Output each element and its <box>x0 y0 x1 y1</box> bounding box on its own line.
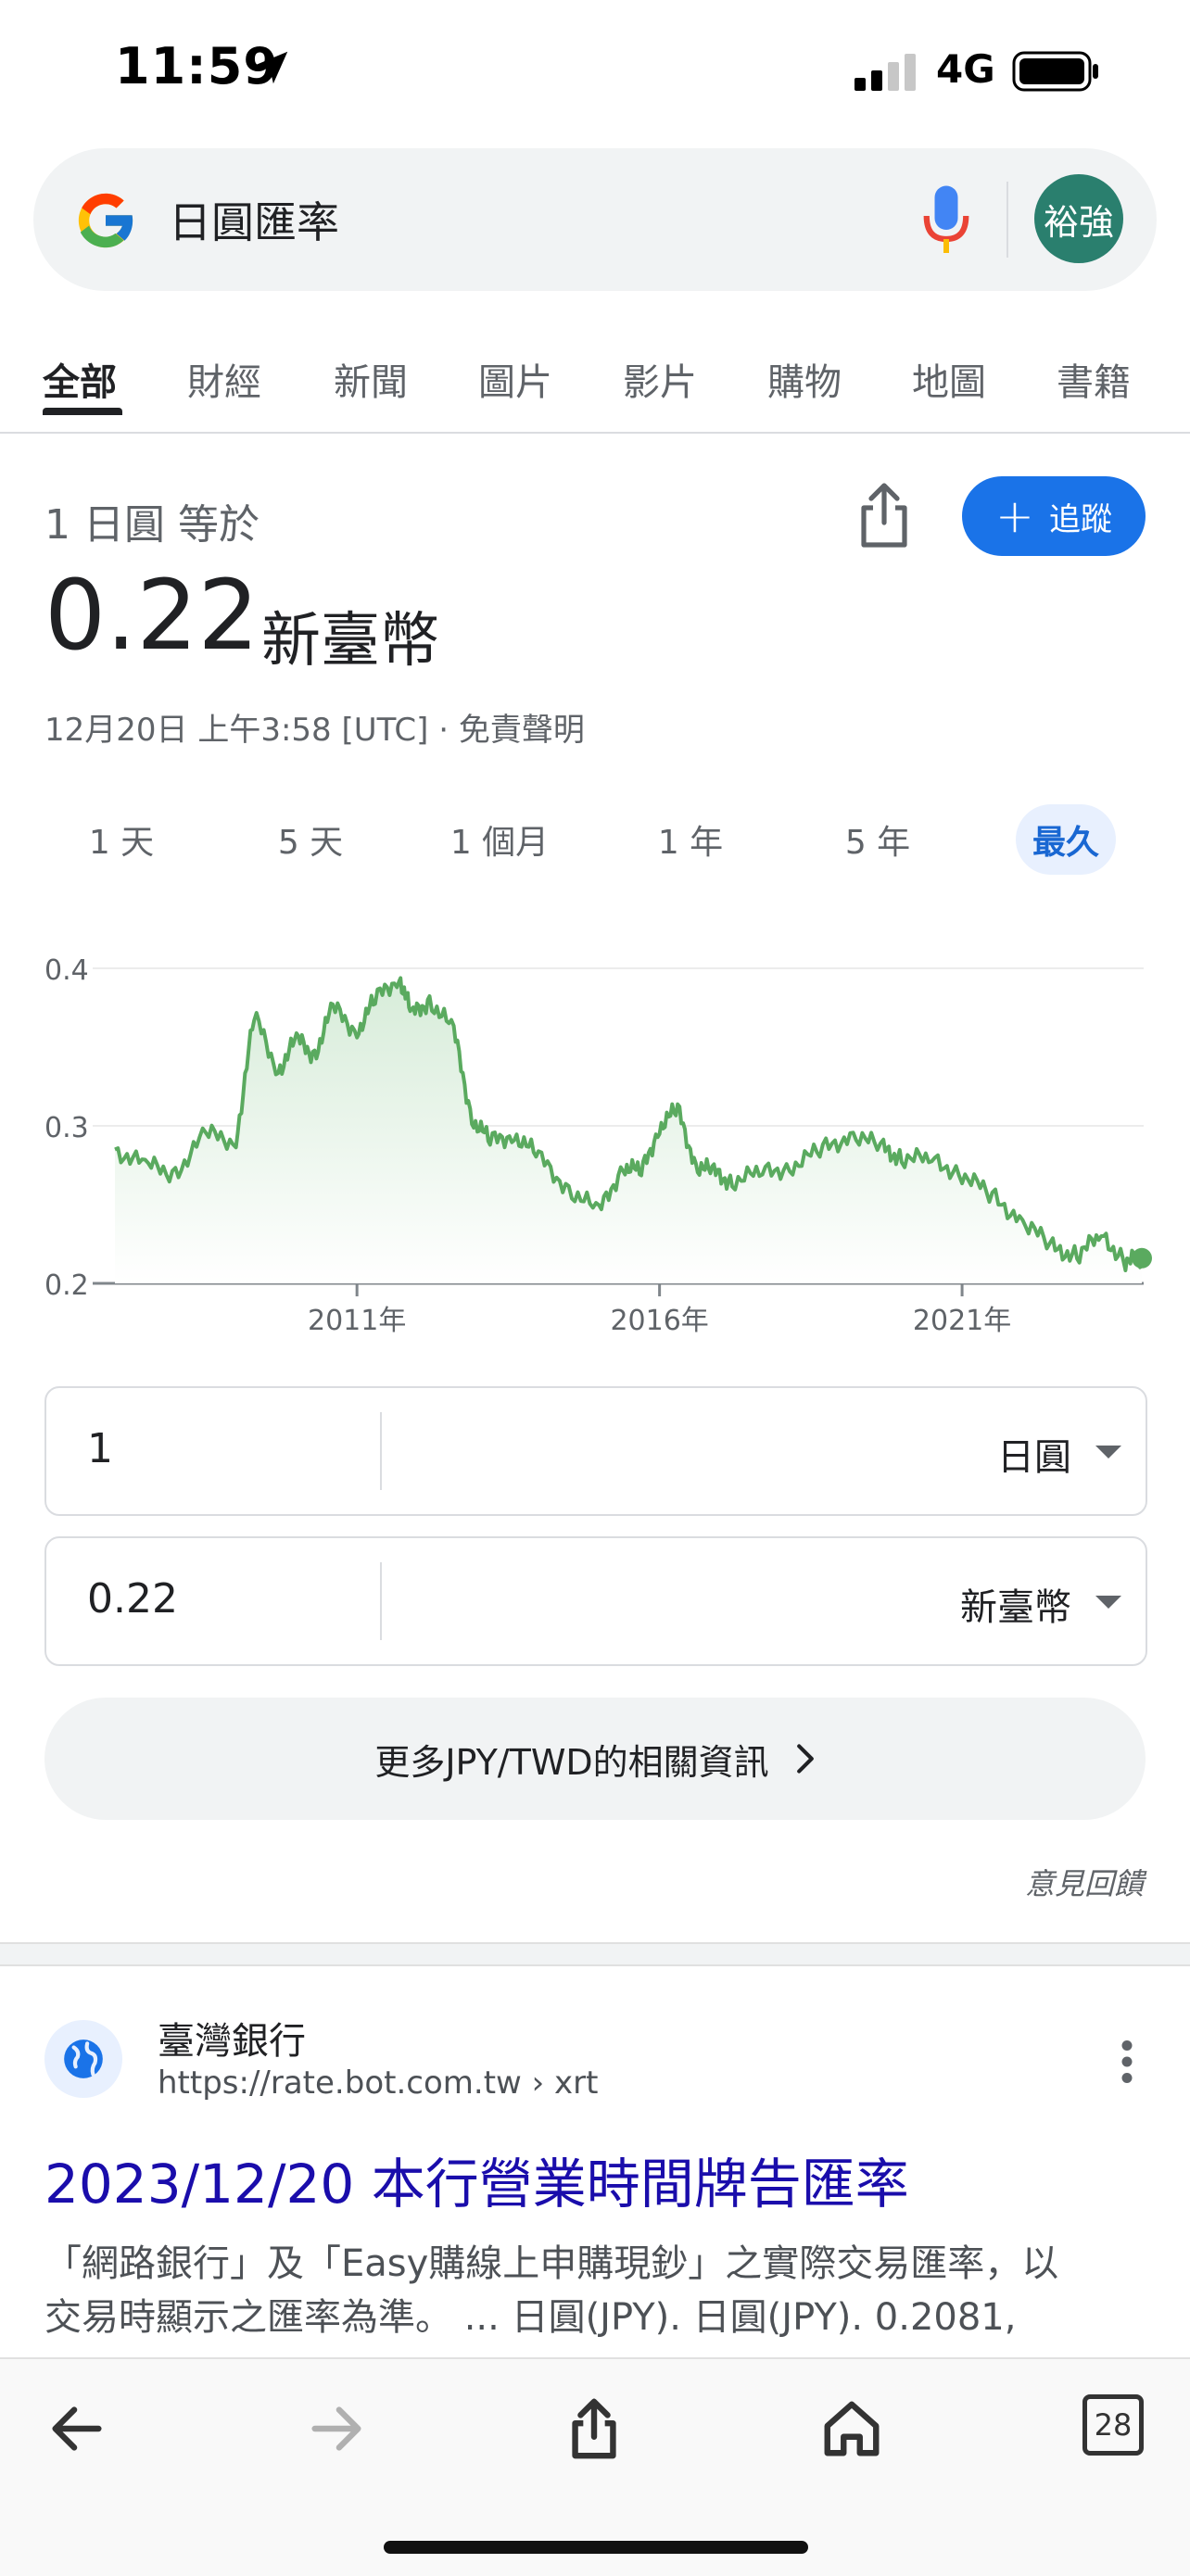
from-currency-select[interactable]: 日圓 <box>997 1436 1071 1479</box>
tab-maps[interactable]: 地圖 <box>912 361 986 404</box>
network-type: 4G <box>936 46 995 92</box>
search-bar[interactable] <box>33 148 1157 291</box>
tab-news[interactable]: 新聞 <box>334 361 408 404</box>
snippet-line: 「網路銀行」及「Easy購線上申購現鈔」之實際交易匯率，以 <box>44 2242 1059 2285</box>
range-1m[interactable]: 1 個月 <box>449 824 550 862</box>
x-tick-label: 2016年 <box>610 1305 708 1337</box>
to-amount-input[interactable]: 0.22 <box>87 1575 178 1623</box>
series-line <box>114 976 1144 1272</box>
converter-to: 0.22 新臺幣 <box>44 1536 1147 1666</box>
search-query[interactable]: 日圓匯率 <box>169 197 339 247</box>
converter-from: 1 日圓 <box>44 1386 1147 1516</box>
tab-all[interactable]: 全部 <box>43 361 117 404</box>
battery-icon <box>1012 51 1098 92</box>
result-site-name[interactable]: 臺灣銀行 <box>158 2020 306 2063</box>
mic-icon[interactable] <box>923 185 969 256</box>
browser-toolbar: 28 <box>0 2357 1190 2576</box>
x-tick-label: 2021年 <box>913 1305 1011 1337</box>
search-tabs: 全部 財經 新聞 圖片 影片 購物 地圖 書籍 <box>0 343 1190 434</box>
globe-icon <box>64 2039 103 2078</box>
result-url[interactable]: https://rate.bot.com.tw › xrt <box>158 2065 599 2102</box>
rate-timestamp: 12月20日 上午3:58 [UTC] · 免責聲明 <box>44 712 585 749</box>
site-favicon[interactable] <box>44 2020 122 2098</box>
google-logo-icon <box>78 193 135 248</box>
feedback-link[interactable]: 意見回饋 <box>1024 1866 1144 1901</box>
forward-arrow-icon[interactable] <box>304 2396 369 2461</box>
chevron-right-icon <box>796 1744 814 1774</box>
status-time: 11:59 <box>115 37 279 95</box>
back-arrow-icon[interactable] <box>44 2396 109 2461</box>
range-1d[interactable]: 1 天 <box>88 824 155 862</box>
more-info-button[interactable]: 更多JPY/TWD的相關資訊 <box>44 1698 1146 1820</box>
share-icon[interactable] <box>856 482 912 549</box>
rate-unit: 新臺幣 <box>261 607 439 676</box>
follow-button[interactable]: + 追蹤 <box>962 476 1146 556</box>
tabs-icon[interactable]: 28 <box>1082 2394 1144 2456</box>
home-icon[interactable] <box>819 2396 884 2461</box>
result-title[interactable]: 2023/12/20 本行營業時間牌告匯率 <box>44 2153 909 2216</box>
tab-images[interactable]: 圖片 <box>478 361 552 404</box>
chart-area-fill <box>115 978 1142 1283</box>
from-amount-input[interactable]: 1 <box>87 1425 113 1472</box>
home-indicator <box>384 2541 808 2554</box>
y-tick-label: 0.4 <box>44 954 89 987</box>
cellular-signal-icon <box>855 54 916 91</box>
tab-finance[interactable]: 財經 <box>187 361 261 404</box>
avatar[interactable]: 裕強 <box>1034 174 1123 263</box>
y-tick-label: 0.3 <box>44 1112 89 1144</box>
to-currency-select[interactable]: 新臺幣 <box>960 1586 1071 1629</box>
result-snippet: 「網路銀行」及「Easy購線上申購現鈔」之實際交易匯率，以 交易時顯示之匯率為準… <box>44 2237 1147 2344</box>
range-selector: 1 天 5 天 1 個月 1 年 5 年 最久 <box>0 804 1190 878</box>
y-tick-label: 0.2 <box>44 1269 89 1302</box>
latest-point <box>1132 1247 1152 1269</box>
snippet-line: 交易時顯示之匯率為準。 ... 日圓(JPY). 日圓(JPY). 0.2081… <box>44 2296 1017 2339</box>
range-5y[interactable]: 5 年 <box>844 824 911 862</box>
converter-divider <box>380 1562 382 1640</box>
x-tick-label: 2011年 <box>308 1305 406 1337</box>
more-info-label: 更多JPY/TWD的相關資訊 <box>374 1741 769 1783</box>
kebab-menu-icon[interactable] <box>1114 2039 1140 2085</box>
converter-divider <box>380 1412 382 1490</box>
section-divider <box>0 1942 1190 1966</box>
tab-shopping[interactable]: 購物 <box>767 361 842 404</box>
share-icon[interactable] <box>562 2396 627 2461</box>
location-arrow-icon <box>255 51 288 84</box>
follow-label: 追蹤 <box>1048 500 1112 538</box>
active-tab-indicator <box>43 408 122 415</box>
rate-chart[interactable]: 0.4 0.3 0.2 2011年 2016年 2021年 <box>0 927 1190 1371</box>
search-bar-divider <box>1006 182 1008 258</box>
chevron-down-icon[interactable] <box>1095 1446 1121 1458</box>
range-max[interactable]: 最久 <box>1016 804 1116 875</box>
range-1y[interactable]: 1 年 <box>657 824 724 862</box>
tab-videos[interactable]: 影片 <box>623 361 697 404</box>
plus-icon: + <box>995 489 1034 543</box>
rate-value: 0.22 <box>44 559 260 672</box>
chevron-down-icon[interactable] <box>1095 1596 1121 1609</box>
rate-base-label: 1 日圓 等於 <box>44 501 260 549</box>
range-5d[interactable]: 5 天 <box>277 824 344 862</box>
tab-books[interactable]: 書籍 <box>1057 361 1131 404</box>
